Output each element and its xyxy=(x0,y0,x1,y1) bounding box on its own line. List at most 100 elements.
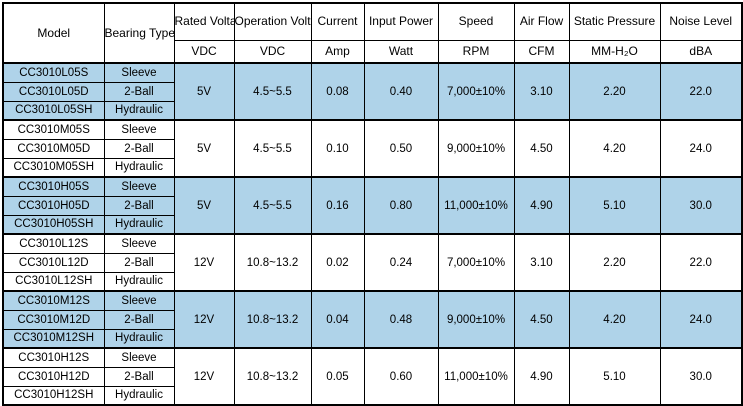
col-header-operation-voltage: Operation Voltage xyxy=(233,2,312,41)
table-row: CC3010H05S Sleeve 5V 4.5~5.5 0.16 0.80 1… xyxy=(2,176,743,235)
table-row: CC3010L05S Sleeve 5V 4.5~5.5 0.08 0.40 7… xyxy=(2,62,743,121)
bearing-type-cell: Hydraulic xyxy=(103,271,175,292)
input-power-cell: 0.48 xyxy=(363,290,439,349)
input-power-cell: 0.50 xyxy=(363,119,439,178)
current-cell: 0.16 xyxy=(310,176,365,235)
col-header-noise-level: Noise Level xyxy=(659,2,743,41)
speed-cell: 9,000±10% xyxy=(437,119,515,178)
static-pressure-cell: 5.10 xyxy=(568,347,661,406)
rated-voltage-cell: 5V xyxy=(173,176,235,235)
unit-rated-voltage: VDC xyxy=(173,39,235,64)
model-cell: CC3010L12SH xyxy=(2,271,105,292)
table-row: CC3010M05S Sleeve 5V 4.5~5.5 0.10 0.50 9… xyxy=(2,119,743,178)
model-cell: CC3010L05S xyxy=(2,62,105,83)
bearing-type-cell: Sleeve xyxy=(103,290,175,311)
noise-level-cell: 22.0 xyxy=(659,62,743,121)
model-cell: CC3010H05D xyxy=(2,195,105,216)
bearing-type-cell: Sleeve xyxy=(103,233,175,254)
table-row: CC3010H12S Sleeve 12V 10.8~13.2 0.05 0.6… xyxy=(2,347,743,406)
table-row: CC3010M05SH Hydraulic xyxy=(2,157,742,178)
noise-level-cell: 24.0 xyxy=(659,119,743,178)
operation-voltage-cell: 10.8~13.2 xyxy=(233,233,312,292)
table-row: CC3010H12D 2-Ball xyxy=(2,366,742,387)
col-header-input-power: Input Power xyxy=(363,2,439,41)
model-cell: CC3010L12D xyxy=(2,252,105,273)
model-cell: CC3010M05S xyxy=(2,119,105,140)
air-flow-cell: 3.10 xyxy=(513,62,570,121)
input-power-cell: 0.24 xyxy=(363,233,439,292)
air-flow-cell: 3.10 xyxy=(513,233,570,292)
unit-noise-level: dBA xyxy=(659,39,743,64)
table-body: CC3010L05S Sleeve 5V 4.5~5.5 0.08 0.40 7… xyxy=(2,62,743,406)
unit-current: Amp xyxy=(310,39,365,64)
air-flow-cell: 4.50 xyxy=(513,119,570,178)
unit-speed: RPM xyxy=(437,39,515,64)
air-flow-cell: 4.90 xyxy=(513,347,570,406)
static-pressure-cell: 4.20 xyxy=(568,119,661,178)
model-cell: CC3010H05SH xyxy=(2,214,105,235)
current-cell: 0.10 xyxy=(310,119,365,178)
col-header-air-flow: Air Flow xyxy=(513,2,570,41)
unit-air-flow: CFM xyxy=(513,39,570,64)
model-cell: CC3010L12S xyxy=(2,233,105,254)
rated-voltage-cell: 5V xyxy=(173,62,235,121)
static-pressure-cell: 5.10 xyxy=(568,176,661,235)
operation-voltage-cell: 4.5~5.5 xyxy=(233,119,312,178)
table-row: CC3010M12D 2-Ball xyxy=(2,309,742,330)
model-cell: CC3010M05SH xyxy=(2,157,105,178)
unit-static-pressure: MM-H₂O xyxy=(568,39,661,64)
static-pressure-cell: 2.20 xyxy=(568,233,661,292)
bearing-type-cell: Hydraulic xyxy=(103,100,175,121)
col-header-static-pressure: Static Pressure xyxy=(568,2,661,41)
static-pressure-cell: 2.20 xyxy=(568,62,661,121)
unit-input-power: Watt xyxy=(363,39,439,64)
rated-voltage-cell: 12V xyxy=(173,233,235,292)
speed-cell: 9,000±10% xyxy=(437,290,515,349)
table-row: CC3010H12SH Hydraulic xyxy=(2,385,742,406)
speed-cell: 7,000±10% xyxy=(437,62,515,121)
bearing-type-cell: 2-Ball xyxy=(103,309,175,330)
speed-cell: 11,000±10% xyxy=(437,347,515,406)
table-row: CC3010L05SH Hydraulic xyxy=(2,100,742,121)
model-cell: CC3010L05SH xyxy=(2,100,105,121)
operation-voltage-cell: 4.5~5.5 xyxy=(233,176,312,235)
rated-voltage-cell: 12V xyxy=(173,347,235,406)
operation-voltage-cell: 4.5~5.5 xyxy=(233,62,312,121)
bearing-type-cell: Hydraulic xyxy=(103,157,175,178)
model-cell: CC3010M12D xyxy=(2,309,105,330)
current-cell: 0.04 xyxy=(310,290,365,349)
input-power-cell: 0.60 xyxy=(363,347,439,406)
bearing-type-cell: 2-Ball xyxy=(103,366,175,387)
bearing-type-cell: Hydraulic xyxy=(103,328,175,349)
noise-level-cell: 30.0 xyxy=(659,176,743,235)
bearing-type-cell: 2-Ball xyxy=(103,252,175,273)
static-pressure-cell: 4.20 xyxy=(568,290,661,349)
col-header-speed: Speed xyxy=(437,2,515,41)
rated-voltage-cell: 12V xyxy=(173,290,235,349)
input-power-cell: 0.80 xyxy=(363,176,439,235)
current-cell: 0.02 xyxy=(310,233,365,292)
bearing-type-cell: 2-Ball xyxy=(103,81,175,102)
table-header: Model Bearing Type Rated Voltage Operati… xyxy=(2,2,743,64)
model-cell: CC3010H12S xyxy=(2,347,105,368)
operation-voltage-cell: 10.8~13.2 xyxy=(233,347,312,406)
unit-operation-voltage: VDC xyxy=(233,39,312,64)
bearing-type-cell: Hydraulic xyxy=(103,214,175,235)
model-cell: CC3010H05S xyxy=(2,176,105,197)
col-header-current: Current xyxy=(310,2,365,41)
noise-level-cell: 30.0 xyxy=(659,347,743,406)
col-header-model: Model xyxy=(2,2,105,64)
noise-level-cell: 22.0 xyxy=(659,233,743,292)
model-cell: CC3010H12SH xyxy=(2,385,105,406)
bearing-type-cell: 2-Ball xyxy=(103,195,175,216)
table-row: CC3010M12S Sleeve 12V 10.8~13.2 0.04 0.4… xyxy=(2,290,743,349)
table-row: CC3010L05D 2-Ball xyxy=(2,81,742,102)
speed-cell: 7,000±10% xyxy=(437,233,515,292)
model-cell: CC3010M05D xyxy=(2,138,105,159)
air-flow-cell: 4.90 xyxy=(513,176,570,235)
rated-voltage-cell: 5V xyxy=(173,119,235,178)
bearing-type-cell: Sleeve xyxy=(103,119,175,140)
table-row: CC3010L12S Sleeve 12V 10.8~13.2 0.02 0.2… xyxy=(2,233,743,292)
